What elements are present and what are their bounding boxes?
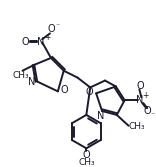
- Text: ⁻: ⁻: [56, 21, 60, 30]
- Text: N: N: [136, 95, 143, 105]
- Text: CH₃: CH₃: [128, 122, 145, 131]
- Text: O: O: [83, 150, 90, 160]
- Text: CH₃: CH₃: [78, 158, 95, 166]
- Text: N: N: [37, 37, 45, 47]
- Text: +: +: [44, 33, 50, 42]
- Text: N: N: [28, 76, 35, 87]
- Text: O: O: [136, 81, 144, 92]
- Text: +: +: [142, 91, 149, 100]
- Text: N: N: [97, 111, 105, 121]
- Text: O: O: [22, 37, 29, 47]
- Text: O: O: [47, 25, 55, 34]
- Text: O: O: [143, 106, 151, 116]
- Text: O: O: [61, 85, 68, 95]
- Text: ⁻: ⁻: [151, 110, 155, 119]
- Text: O: O: [85, 87, 93, 97]
- Text: CH₃: CH₃: [12, 71, 29, 80]
